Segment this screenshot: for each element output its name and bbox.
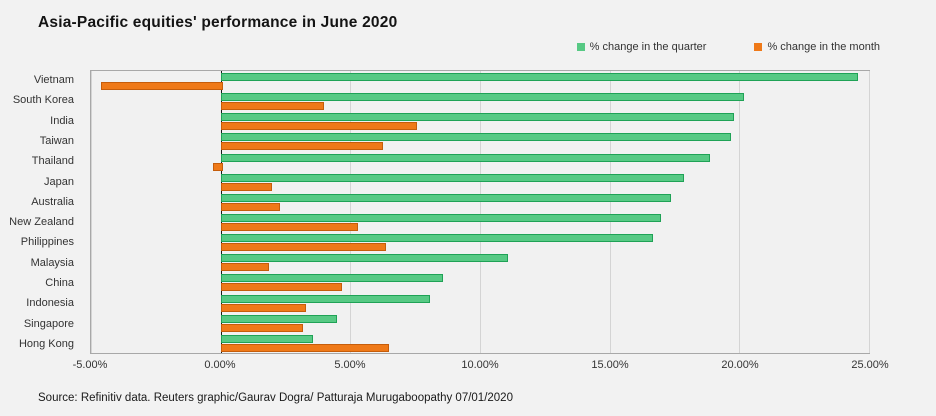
x-tick-label: 0.00% <box>204 359 236 371</box>
month-bar <box>220 323 304 332</box>
category-label: Philippines <box>20 236 74 249</box>
gridline <box>480 71 481 353</box>
quarter-bar <box>220 234 654 243</box>
gridline <box>739 71 741 353</box>
page-title: Asia-Pacific equities' performance in Ju… <box>38 14 398 31</box>
category-label: Australia <box>31 195 74 208</box>
month-bar <box>220 243 387 252</box>
category-label: Malaysia <box>30 256 74 269</box>
quarter-bar <box>220 254 508 263</box>
source-line: Source: Refinitiv data. Reuters graphic/… <box>38 392 513 404</box>
category-label: New Zealand <box>9 216 74 229</box>
category-label: Indonesia <box>26 297 74 310</box>
quarter-bar <box>220 193 672 202</box>
category-label: Thailand <box>31 155 74 168</box>
legend-item-month: % change in the month <box>754 41 880 53</box>
bar-row <box>91 293 869 313</box>
bar-row <box>91 313 869 333</box>
x-tick-label: 10.00% <box>461 359 499 371</box>
month-bar <box>220 263 270 272</box>
legend-swatch-quarter-icon <box>576 43 585 51</box>
bar-row <box>91 192 869 212</box>
category-label: Japan <box>44 175 74 188</box>
zero-axis-line <box>220 71 222 353</box>
quarter-bar <box>220 133 731 142</box>
category-label: China <box>45 276 74 289</box>
quarter-bar <box>220 213 661 222</box>
x-tick-label: 20.00% <box>721 359 759 371</box>
bar-row <box>91 232 869 252</box>
month-bar <box>220 303 306 312</box>
x-tick-label: 15.00% <box>591 359 629 371</box>
month-bar <box>220 202 280 211</box>
category-label: Vietnam <box>33 74 74 87</box>
bar-row <box>91 111 869 131</box>
x-tick-label: 25.00% <box>851 359 889 371</box>
quarter-bar <box>220 314 337 323</box>
category-label: Taiwan <box>39 134 74 147</box>
bar-row <box>91 152 869 172</box>
bar-row <box>91 272 869 292</box>
gridline <box>609 71 611 353</box>
category-label: Hong Kong <box>18 337 74 350</box>
category-label: India <box>50 114 74 127</box>
month-bar <box>212 162 223 171</box>
category-label: South Korea <box>12 94 74 107</box>
bar-row <box>91 212 869 232</box>
month-bar <box>220 182 272 191</box>
y-axis-labels: Vietnam South Korea India Taiwan Thailand Jap… <box>0 70 82 354</box>
quarter-bar <box>220 153 711 162</box>
legend: % change in the quarter % change in the … <box>576 41 880 53</box>
month-bar <box>101 82 223 90</box>
x-tick-label: -5.00% <box>72 359 108 371</box>
x-tick-label: 5.00% <box>334 359 366 371</box>
gridline <box>869 71 870 353</box>
bar-row <box>91 131 869 151</box>
bar-row <box>91 91 869 111</box>
quarter-bar <box>220 113 734 122</box>
quarter-bar <box>220 274 444 283</box>
gridline <box>91 71 92 353</box>
quarter-bar <box>220 334 314 343</box>
bars-layer <box>91 71 869 353</box>
gridline <box>350 71 352 353</box>
bar-row <box>91 252 869 272</box>
bar-row <box>91 333 869 353</box>
bar-row <box>91 172 869 192</box>
month-bar <box>220 102 324 111</box>
quarter-bar <box>220 73 859 81</box>
month-bar <box>220 122 418 131</box>
x-axis: -5.00% 0.00% 5.00% 10.00% 15.00% 20.00% 25.00% <box>73 359 889 375</box>
month-bar <box>220 343 389 352</box>
month-bar <box>220 222 358 231</box>
category-label: Singapore <box>23 317 74 330</box>
quarter-bar <box>220 294 431 303</box>
legend-swatch-month-icon <box>754 43 763 51</box>
bar-row <box>91 71 869 91</box>
plot-area <box>90 70 870 354</box>
legend-label-month: % change in the month <box>767 41 880 53</box>
month-bar <box>220 142 384 151</box>
month-bar <box>220 283 342 292</box>
legend-label-quarter: % change in the quarter <box>589 41 707 53</box>
quarter-bar <box>220 173 685 182</box>
legend-item-quarter: % change in the quarter <box>576 41 707 53</box>
quarter-bar <box>220 93 744 102</box>
